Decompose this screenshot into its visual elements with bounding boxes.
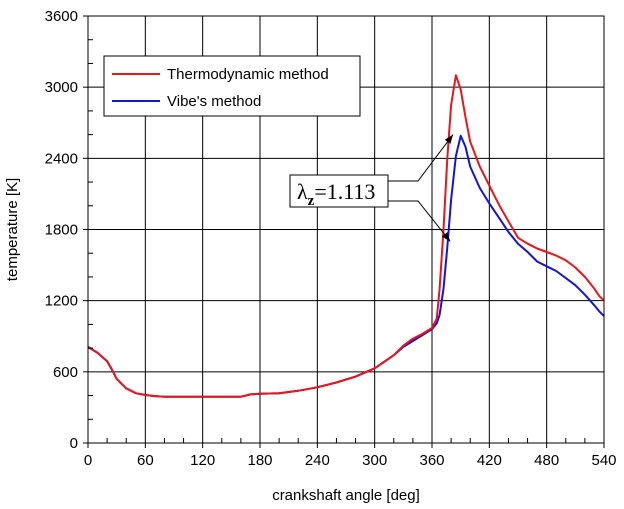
x-tick-label: 360 xyxy=(419,452,444,469)
x-tick-label: 120 xyxy=(190,452,215,469)
y-tick-labels: 0 600 1200 1800 2400 3000 3600 xyxy=(45,8,78,452)
x-tick-label: 300 xyxy=(362,452,387,469)
legend: Thermodynamic method Vibe's method xyxy=(103,55,361,117)
annotation-arrows xyxy=(388,134,454,242)
lambda-annotation: λz=1.113 xyxy=(289,134,454,242)
series-layer xyxy=(87,74,605,398)
y-tick-label: 0 xyxy=(70,435,78,452)
x-tick-label: 420 xyxy=(477,452,502,469)
x-tick-label: 60 xyxy=(137,452,154,469)
series-line-thermodynamic xyxy=(87,74,605,398)
x-axis-label: crankshaft angle [deg] xyxy=(272,487,420,504)
x-tick-label: 240 xyxy=(305,452,330,469)
annotation-value: =1.113 xyxy=(314,179,375,204)
y-tick-label: 2400 xyxy=(45,150,78,167)
y-axis-label: temperature [K] xyxy=(4,178,21,281)
y-tick-label: 3000 xyxy=(45,79,78,96)
legend-label-vibe: Vibe's method xyxy=(167,93,261,110)
annotation-lambda: λ xyxy=(297,179,308,204)
x-tick-label: 180 xyxy=(247,452,272,469)
x-tick-label: 540 xyxy=(591,452,616,469)
annotation-subscript: z xyxy=(308,193,315,209)
tick-marks xyxy=(83,15,605,448)
x-tick-labels: 0 60 120 180 240 300 360 420 480 540 xyxy=(84,452,617,469)
annotation-box xyxy=(289,174,389,208)
x-tick-label: 0 xyxy=(84,452,92,469)
y-tick-label: 3600 xyxy=(45,8,78,25)
y-tick-label: 600 xyxy=(53,364,78,381)
legend-label-thermodynamic: Thermodynamic method xyxy=(167,66,329,83)
annotation-arrowhead xyxy=(441,232,451,242)
annotation-arrow-line xyxy=(388,200,451,242)
y-tick-label: 1800 xyxy=(45,222,78,239)
annotation-text: λz=1.113 xyxy=(297,179,375,209)
annotation-arrow-line xyxy=(388,134,454,182)
y-tick-label: 1200 xyxy=(45,293,78,310)
annotation-arrowhead xyxy=(444,134,453,144)
legend-box xyxy=(103,55,361,117)
x-tick-label: 480 xyxy=(534,452,559,469)
